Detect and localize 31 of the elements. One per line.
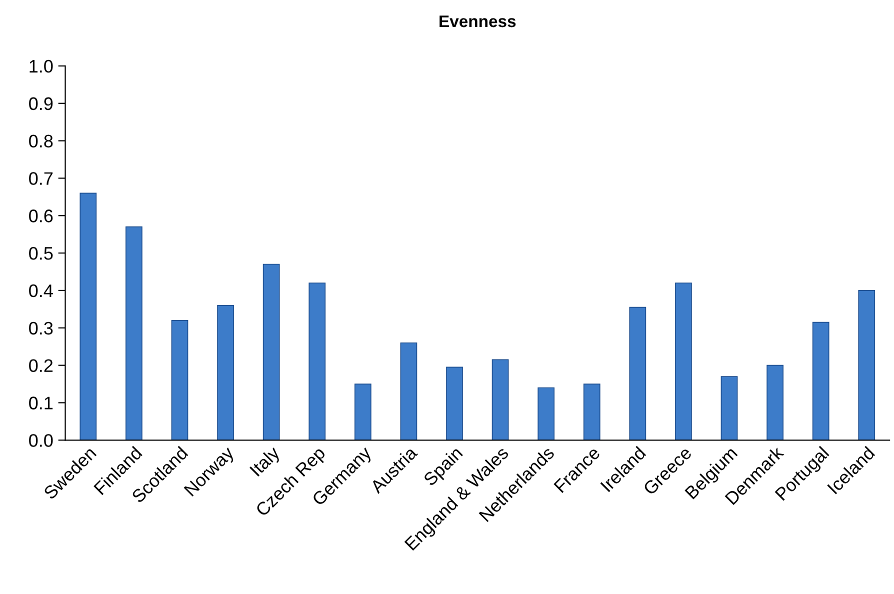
bar <box>538 387 555 440</box>
bar <box>675 282 692 440</box>
x-tick-label: Italy <box>249 445 284 480</box>
y-tick-label: 0.2 <box>29 359 53 372</box>
y-tick-label: 0.6 <box>29 210 53 222</box>
y-tick-label: 0.0 <box>29 434 53 447</box>
y-tick-label: 1.0 <box>30 60 53 73</box>
bar <box>766 364 784 440</box>
chart-title: Evenness <box>440 16 516 28</box>
y-tick-label: 0.1 <box>29 396 53 410</box>
bar <box>262 264 280 440</box>
bar <box>492 359 509 440</box>
bar <box>217 305 234 440</box>
bar <box>354 384 372 440</box>
bar <box>446 366 463 440</box>
bar <box>629 306 646 440</box>
bar <box>171 320 188 440</box>
y-tick-label: 0.3 <box>29 322 53 335</box>
bar <box>858 290 876 440</box>
bar <box>812 322 830 440</box>
bar <box>720 376 738 440</box>
y-tick-label: 0.7 <box>29 172 53 185</box>
y-tick-label: 0.4 <box>29 284 53 298</box>
bar <box>80 192 97 440</box>
bar <box>400 342 418 440</box>
bar <box>583 384 600 440</box>
bar <box>126 226 142 440</box>
bar <box>308 282 326 440</box>
y-tick-label: 0.9 <box>29 97 53 110</box>
y-tick-label: 0.8 <box>29 134 53 148</box>
y-tick-label: 0.5 <box>29 246 53 260</box>
